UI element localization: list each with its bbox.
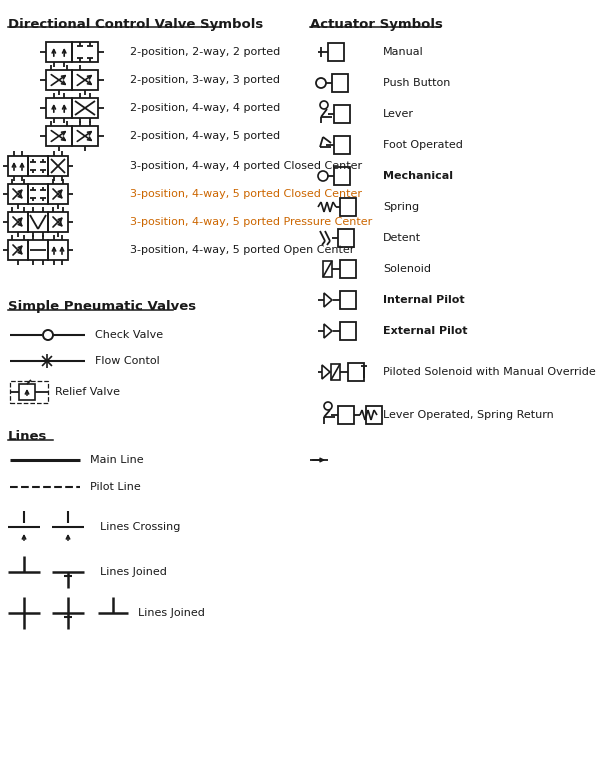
Text: Lines Crossing: Lines Crossing <box>100 522 181 532</box>
Bar <box>366 406 382 424</box>
Text: Detent: Detent <box>383 233 421 243</box>
Bar <box>8 212 28 232</box>
Bar <box>334 167 350 185</box>
Bar <box>72 42 98 62</box>
Text: Lines: Lines <box>8 430 47 443</box>
Bar <box>8 156 28 176</box>
Bar <box>28 156 48 176</box>
Bar <box>72 126 98 146</box>
Bar <box>10 381 48 403</box>
Text: Spring: Spring <box>383 202 419 212</box>
Bar <box>72 98 98 118</box>
Text: Foot Operated: Foot Operated <box>383 140 463 150</box>
Bar <box>323 261 332 277</box>
Bar <box>28 184 48 204</box>
Text: 2-position, 3-way, 3 ported: 2-position, 3-way, 3 ported <box>130 75 280 85</box>
Bar <box>48 212 68 232</box>
Text: 3-position, 4-way, 5 ported Pressure Center: 3-position, 4-way, 5 ported Pressure Cen… <box>130 217 372 227</box>
Text: Simple Pneumatic Valves: Simple Pneumatic Valves <box>8 300 196 313</box>
Text: Lever Operated, Spring Return: Lever Operated, Spring Return <box>383 410 554 420</box>
Bar <box>340 322 356 340</box>
Bar <box>72 70 98 90</box>
Text: 2-position, 4-way, 4 ported: 2-position, 4-way, 4 ported <box>130 103 280 113</box>
Bar <box>46 98 72 118</box>
Text: External Pilot: External Pilot <box>383 326 467 336</box>
Text: 3-position, 4-way, 5 ported Open Center: 3-position, 4-way, 5 ported Open Center <box>130 245 355 255</box>
Text: Mechanical: Mechanical <box>383 171 453 181</box>
Bar <box>46 70 72 90</box>
Bar <box>19 384 35 400</box>
Bar <box>28 212 48 232</box>
Text: 2-position, 2-way, 2 ported: 2-position, 2-way, 2 ported <box>130 47 280 57</box>
Text: 2-position, 4-way, 5 ported: 2-position, 4-way, 5 ported <box>130 131 280 141</box>
Text: Check Valve: Check Valve <box>95 330 163 340</box>
Bar <box>328 43 344 61</box>
Bar <box>48 184 68 204</box>
Bar <box>340 291 356 309</box>
Text: Flow Contol: Flow Contol <box>95 356 160 366</box>
Text: 3-position, 4-way, 5 ported Closed Center: 3-position, 4-way, 5 ported Closed Cente… <box>130 189 362 199</box>
Text: Actuator Symbols: Actuator Symbols <box>310 18 443 31</box>
Bar <box>332 74 348 92</box>
Text: Main Line: Main Line <box>90 455 143 465</box>
Bar <box>8 240 28 260</box>
Bar <box>8 184 28 204</box>
Text: Lines Joined: Lines Joined <box>138 608 205 618</box>
Text: Relief Valve: Relief Valve <box>55 387 120 397</box>
Text: 3-position, 4-way, 4 ported Closed Center: 3-position, 4-way, 4 ported Closed Cente… <box>130 161 362 171</box>
Text: Lines Joined: Lines Joined <box>100 567 167 577</box>
Bar <box>48 156 68 176</box>
Text: Solenoid: Solenoid <box>383 264 431 274</box>
Bar <box>340 198 356 216</box>
Text: Manual: Manual <box>383 47 424 57</box>
Bar <box>28 240 48 260</box>
Text: Push Button: Push Button <box>383 78 451 88</box>
Bar <box>46 42 72 62</box>
Bar <box>338 406 354 424</box>
Text: Internal Pilot: Internal Pilot <box>383 295 464 305</box>
Bar <box>338 229 354 247</box>
Bar <box>340 260 356 278</box>
Text: Piloted Solenoid with Manual Override: Piloted Solenoid with Manual Override <box>383 367 596 377</box>
Bar <box>331 364 340 380</box>
Text: Pilot Line: Pilot Line <box>90 482 141 492</box>
Bar <box>348 363 364 381</box>
Bar <box>334 136 350 154</box>
Text: Directional Control Valve Symbols: Directional Control Valve Symbols <box>8 18 263 31</box>
Bar <box>48 240 68 260</box>
Bar <box>334 105 350 123</box>
Text: Lever: Lever <box>383 109 414 119</box>
Bar <box>46 126 72 146</box>
